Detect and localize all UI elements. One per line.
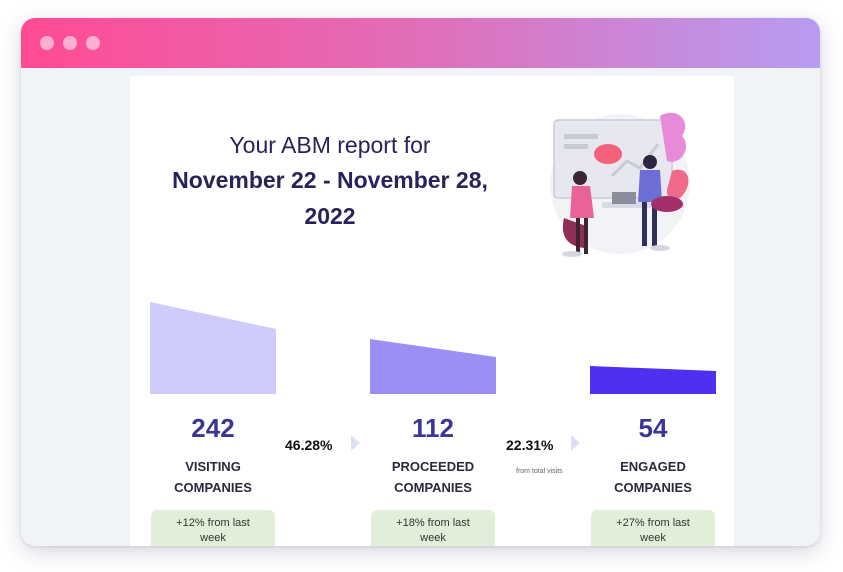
stage3-label: ENGAGED COMPANIES [590, 456, 716, 498]
stage3-label-line2: COMPANIES [614, 480, 692, 495]
report-heading: Your ABM report for November 22 - Novemb… [130, 128, 530, 234]
stage2-bar [370, 339, 496, 394]
stage1-change-badge: +12% from last week [151, 510, 275, 546]
stage1-label: VISITING COMPANIES [150, 456, 276, 498]
stage2-value: 112 [412, 413, 454, 443]
conversion2-rate: 22.31% [506, 437, 554, 453]
stage2-change-line1: +18% from last [396, 517, 470, 529]
stage2-label: PROCEEDED COMPANIES [370, 456, 496, 498]
window-dot-minimize[interactable] [63, 36, 77, 50]
report-title-intro: Your ABM report for [229, 132, 431, 158]
stage3-label-line1: ENGAGED [620, 459, 686, 474]
stage1-label-line1: VISITING [185, 459, 241, 474]
stage1-value: 242 [191, 413, 235, 443]
conversion2-note: from total visits [516, 468, 563, 475]
stage2-change-line2: week [420, 532, 446, 544]
stage3-bar [590, 366, 716, 394]
browser-window: Your ABM report for November 22 - Novemb… [21, 18, 820, 546]
stage3-change-badge: +27% from last week [591, 510, 715, 546]
conversion1-arrow-icon [351, 435, 360, 451]
stage3-value: 54 [638, 413, 668, 443]
report-year: 2022 [304, 203, 356, 229]
stage2-label-line1: PROCEEDED [391, 459, 475, 474]
stage3-change-line1: +27% from last [616, 517, 690, 529]
stage1-label-line2: COMPANIES [174, 480, 252, 495]
window-dot-close[interactable] [40, 36, 54, 50]
stage1-change-line1: +12% from last [176, 517, 250, 529]
funnel: 242 VISITING COMPANIES +12% from last we… [130, 286, 734, 546]
report-email: Your ABM report for November 22 - Novemb… [130, 76, 734, 546]
window-titlebar [21, 18, 820, 68]
stage2-label-line2: COMPANIES [394, 480, 472, 495]
presentation-illustration [550, 112, 690, 257]
stage1-change-line2: week [200, 532, 226, 544]
window-dot-maximize[interactable] [86, 36, 100, 50]
stage2-change-badge: +18% from last week [371, 510, 495, 546]
stage3-change-line2: week [640, 532, 666, 544]
stage1-bar [150, 302, 276, 394]
conversion2-arrow-icon [571, 435, 580, 451]
conversion1-rate: 46.28% [285, 437, 333, 453]
report-date-range: November 22 - November 28, [172, 167, 488, 193]
